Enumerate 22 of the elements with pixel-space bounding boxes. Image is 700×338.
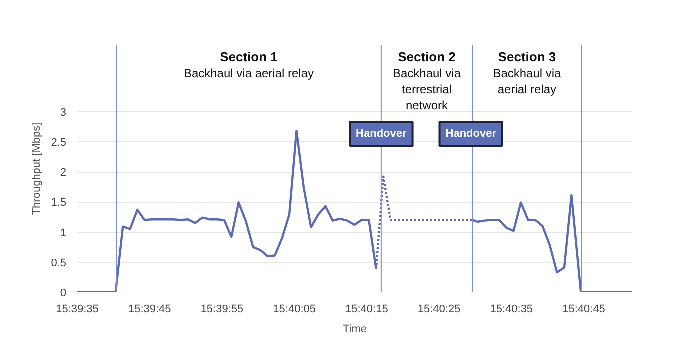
x-tick-label: 15:39:45 [128, 304, 172, 316]
y-tick-label: 1.5 [51, 197, 67, 210]
annotation: Section 1 Backhaul via aerial relay [184, 50, 314, 80]
y-tick-label: 0 [60, 288, 67, 300]
annotation: Section 2 Backhaul via terrestrial network [392, 50, 462, 113]
annotation: Section 3 Backhaul via aerial relay [493, 50, 562, 97]
x-tick-label: 15:40:45 [562, 304, 606, 316]
annotation: Handover [356, 128, 408, 140]
y-axis-title: Throughput [Mbps] [31, 122, 44, 216]
annotation: Handover [446, 128, 498, 140]
y-tick-label: 2.5 [51, 136, 67, 149]
y-tick-label: 2 [60, 167, 67, 180]
y-tick-label: 0.5 [51, 257, 67, 270]
x-tick-label: 15:39:35 [56, 304, 99, 316]
y-tick-label: 1 [60, 227, 67, 240]
x-tick-label: 15:40:35 [490, 304, 534, 316]
x-tick-label: 15:39:55 [200, 304, 244, 316]
y-tick-label: 3 [60, 106, 67, 119]
x-tick-label: 15:40:15 [346, 304, 388, 316]
x-tick-label: 15:40:25 [418, 304, 461, 316]
x-axis-title: Time [342, 324, 368, 336]
x-tick-label: 15:40:05 [273, 304, 316, 316]
